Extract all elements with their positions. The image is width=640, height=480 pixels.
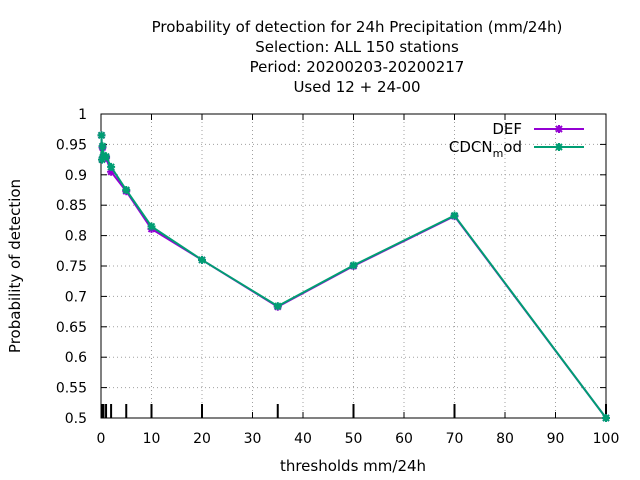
data-point bbox=[349, 261, 358, 270]
title-line-4: Used 12 + 24-00 bbox=[293, 78, 420, 96]
x-tick-label: 70 bbox=[446, 431, 464, 447]
data-point-d2 bbox=[97, 131, 106, 139]
x-tick-label: 100 bbox=[593, 431, 620, 447]
data-point-d2 bbox=[198, 256, 206, 264]
title-line-1: Probability of detection for 24h Precipi… bbox=[152, 18, 563, 36]
x-tick-label: 80 bbox=[496, 431, 514, 447]
data-point bbox=[107, 162, 116, 171]
data-point bbox=[122, 186, 131, 194]
legend-marker-cdcnmod bbox=[555, 143, 563, 151]
y-tick-label: 0.7 bbox=[65, 289, 87, 305]
legend-entry-cdcnmod: CDCNmod bbox=[449, 138, 584, 160]
y-tick-label: 0.85 bbox=[56, 198, 87, 214]
title-line-2: Selection: ALL 150 stations bbox=[255, 38, 459, 56]
data-point bbox=[273, 302, 282, 311]
data-point bbox=[147, 222, 156, 231]
data-point-d2 bbox=[107, 163, 115, 171]
x-tick-label: 60 bbox=[395, 431, 413, 447]
data-point-d2 bbox=[450, 211, 459, 220]
x-tick-label: 30 bbox=[244, 431, 262, 447]
data-point bbox=[198, 255, 206, 264]
y-tick-label: 0.8 bbox=[65, 229, 87, 245]
y-tick-label: 0.9 bbox=[65, 168, 87, 184]
data-point bbox=[102, 152, 111, 161]
data-point bbox=[98, 142, 107, 151]
legend-star bbox=[555, 125, 563, 133]
y-tick-label: 1 bbox=[78, 107, 87, 123]
data-point-d2 bbox=[147, 222, 156, 231]
legend-marker-def bbox=[555, 125, 563, 133]
legend-star bbox=[555, 143, 563, 151]
x-tick-label: 90 bbox=[547, 431, 565, 447]
y-tick-label: 0.6 bbox=[65, 350, 87, 366]
legend: DEF CDCNmod bbox=[449, 120, 584, 160]
legend-label-cdcnmod-sub: m bbox=[493, 147, 504, 160]
y-tick-label: 0.65 bbox=[56, 320, 87, 336]
x-axis-label: thresholds mm/24h bbox=[280, 457, 426, 475]
title-line-3: Period: 20200203-20200217 bbox=[250, 58, 465, 76]
threshold-marks bbox=[100, 404, 607, 418]
x-tick-label: 20 bbox=[193, 431, 211, 447]
data-point-d2 bbox=[274, 302, 282, 310]
data-point-d2 bbox=[122, 186, 130, 194]
legend-entry-def: DEF bbox=[492, 120, 584, 138]
legend-label-cdcnmod: CDCNmod bbox=[449, 138, 522, 160]
data-point-d2 bbox=[349, 261, 358, 270]
grid bbox=[101, 114, 606, 418]
legend-label-def: DEF bbox=[492, 120, 522, 138]
y-axis-label: Probability of detection bbox=[6, 179, 24, 353]
x-tick-labels: 0 10 20 30 40 50 60 70 80 90 100 bbox=[97, 431, 620, 447]
y-tick-label: 0.55 bbox=[56, 381, 87, 397]
legend-star-d2 bbox=[555, 125, 563, 133]
series-line bbox=[100, 135, 607, 419]
x-tick-label: 10 bbox=[143, 431, 161, 447]
legend-label-cdcnmod-main: CDCN bbox=[449, 138, 493, 156]
chart-title: Probability of detection for 24h Precipi… bbox=[152, 18, 563, 96]
data-point-d2 bbox=[602, 414, 610, 422]
series-line bbox=[100, 135, 607, 419]
series-layer bbox=[97, 131, 610, 422]
x-tick-label: 40 bbox=[294, 431, 312, 447]
data-point-d2 bbox=[98, 142, 107, 150]
x-tick-label: 0 bbox=[97, 431, 106, 447]
y-tick-label: 0.75 bbox=[56, 259, 87, 275]
data-point bbox=[450, 211, 459, 220]
data-point bbox=[602, 414, 610, 422]
data-point-d2 bbox=[102, 152, 110, 161]
legend-label-cdcnmod-tail: od bbox=[503, 138, 522, 156]
y-tick-label: 0.95 bbox=[56, 137, 87, 153]
legend-star-d2 bbox=[555, 143, 563, 151]
series-cdcnmod bbox=[97, 131, 610, 422]
data-point bbox=[97, 131, 106, 140]
x-tick-label: 50 bbox=[345, 431, 363, 447]
y-tick-label: 0.5 bbox=[65, 411, 87, 427]
y-tick-labels: 0.5 0.55 0.6 0.65 0.7 0.75 0.8 0.85 0.9 0.95 1 bbox=[56, 107, 87, 427]
